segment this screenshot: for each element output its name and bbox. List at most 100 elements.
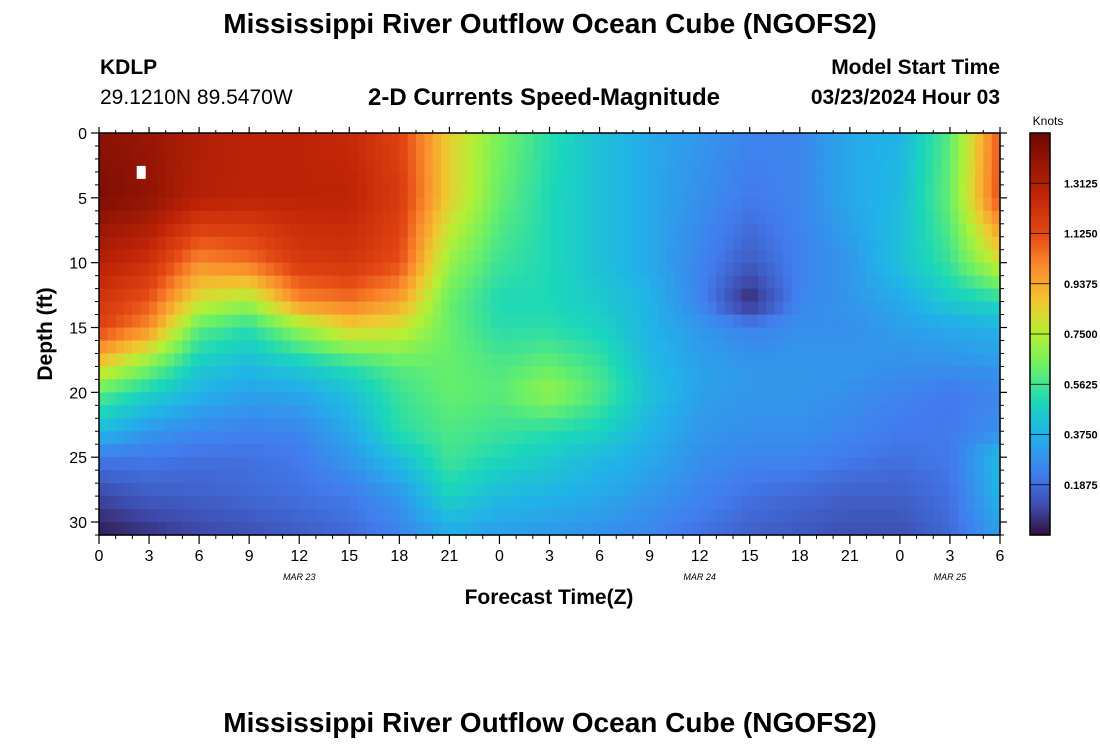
heatmap-cell xyxy=(541,275,551,290)
heatmap-cell xyxy=(841,145,851,160)
heatmap-cell xyxy=(132,158,142,173)
heatmap-cell xyxy=(983,223,993,238)
heatmap-cell xyxy=(924,483,934,497)
colorbar-swatch xyxy=(1030,183,1050,188)
heatmap-cell xyxy=(758,197,767,212)
heatmap-cell xyxy=(632,392,642,406)
heatmap-cell xyxy=(741,379,751,393)
heatmap-cell xyxy=(457,353,467,368)
heatmap-cell xyxy=(758,431,767,445)
heatmap-cell xyxy=(866,379,876,393)
heatmap-cell xyxy=(649,496,659,510)
heatmap-cell xyxy=(265,158,275,173)
heatmap-cell xyxy=(165,444,175,458)
heatmap-cell xyxy=(299,353,309,368)
heatmap-cell xyxy=(691,418,701,432)
heatmap-cell xyxy=(949,496,959,510)
heatmap-cell xyxy=(924,275,934,290)
heatmap-cell xyxy=(290,444,300,458)
heatmap-cell xyxy=(532,158,542,173)
heatmap-cell xyxy=(716,171,726,186)
heatmap-cell xyxy=(674,133,684,147)
heatmap-cell xyxy=(315,314,325,329)
heatmap-cell xyxy=(716,184,726,199)
heatmap-cell xyxy=(282,418,292,432)
heatmap-cell xyxy=(958,236,968,251)
heatmap-cell xyxy=(249,366,259,380)
heatmap-cell xyxy=(616,133,626,147)
heatmap-cell xyxy=(774,288,784,303)
heatmap-cell xyxy=(682,145,692,160)
heatmap-cell xyxy=(107,133,117,147)
heatmap-cell xyxy=(858,431,868,445)
heatmap-cell xyxy=(883,327,893,342)
heatmap-cell xyxy=(916,509,926,523)
heatmap-cell xyxy=(399,457,409,471)
heatmap-cell xyxy=(474,145,484,160)
heatmap-cell xyxy=(374,236,384,251)
heatmap-cell xyxy=(457,314,467,329)
heatmap-cell xyxy=(924,509,934,523)
heatmap-cell xyxy=(741,288,751,303)
heatmap-cell xyxy=(365,522,375,536)
heatmap-cell xyxy=(624,301,634,316)
heatmap-cell xyxy=(99,301,108,316)
heatmap-cell xyxy=(691,496,701,510)
heatmap-cell xyxy=(165,418,175,432)
heatmap-cell xyxy=(349,327,359,342)
heatmap-cell xyxy=(607,236,617,251)
heatmap-cell xyxy=(607,314,617,329)
heatmap-cell xyxy=(566,353,576,368)
heatmap-cell xyxy=(299,496,309,510)
heatmap-cell xyxy=(149,158,158,173)
heatmap-cell xyxy=(324,470,334,484)
heatmap-cell xyxy=(899,431,909,445)
heatmap-cell xyxy=(290,210,300,225)
heatmap-cell xyxy=(165,405,175,419)
heatmap-cell xyxy=(616,522,626,536)
heatmap-cell xyxy=(941,418,951,432)
colorbar-swatch xyxy=(1030,488,1050,493)
heatmap-cell xyxy=(99,405,108,419)
heatmap-cell xyxy=(399,405,409,419)
heatmap-cell xyxy=(357,353,367,368)
colorbar-swatch xyxy=(1030,370,1050,375)
heatmap-cell xyxy=(315,470,325,484)
heatmap-cell xyxy=(924,340,934,355)
heatmap-cell xyxy=(783,444,793,458)
heatmap-cell xyxy=(165,431,175,445)
heatmap-cell xyxy=(416,392,425,406)
heatmap-cell xyxy=(424,210,434,225)
heatmap-cell xyxy=(607,405,617,419)
heatmap-cell xyxy=(357,223,367,238)
heatmap-cell xyxy=(958,197,968,212)
heatmap-cell xyxy=(524,262,534,277)
heatmap-cell xyxy=(132,197,142,212)
heatmap-cell xyxy=(983,301,993,316)
heatmap-cell xyxy=(532,431,542,445)
heatmap-cell xyxy=(641,444,651,458)
heatmap-cell xyxy=(541,522,551,536)
heatmap-cell xyxy=(199,223,209,238)
heatmap-cell xyxy=(991,184,1001,199)
heatmap-cell xyxy=(349,133,359,147)
heatmap-cell xyxy=(708,184,717,199)
heatmap-cell xyxy=(883,483,893,497)
heatmap-cell xyxy=(733,405,742,419)
heatmap-cell xyxy=(691,444,701,458)
heatmap-cell xyxy=(149,353,158,368)
heatmap-cell xyxy=(883,366,893,380)
heatmap-cell xyxy=(616,184,626,199)
heatmap-cell xyxy=(441,353,450,368)
heatmap-cell xyxy=(382,353,392,368)
heatmap-cell xyxy=(107,314,117,329)
heatmap-cell xyxy=(349,171,359,186)
heatmap-cell xyxy=(390,340,400,355)
colorbar-swatch xyxy=(1030,153,1050,158)
heatmap-cell xyxy=(549,249,559,264)
heatmap-cell xyxy=(199,145,209,160)
heatmap-cell xyxy=(632,418,642,432)
heatmap-cell xyxy=(441,366,450,380)
heatmap-cell xyxy=(516,509,526,523)
heatmap-cell xyxy=(207,418,217,432)
